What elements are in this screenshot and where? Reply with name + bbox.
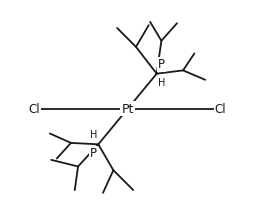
Text: Cl: Cl	[214, 102, 225, 116]
Text: P: P	[90, 147, 97, 160]
Text: H: H	[90, 130, 97, 140]
Text: P: P	[157, 58, 164, 71]
Text: Cl: Cl	[29, 102, 40, 116]
Text: H: H	[157, 78, 164, 88]
Text: Pt: Pt	[121, 102, 133, 116]
